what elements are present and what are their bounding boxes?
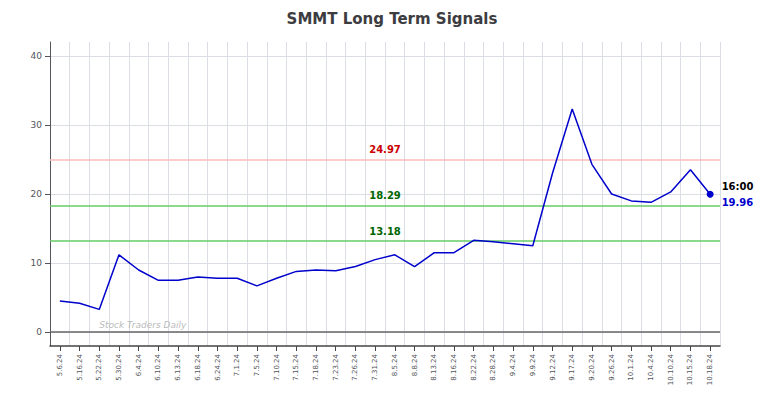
svg-text:7.15.24: 7.15.24 <box>292 353 300 380</box>
svg-text:8.28.24: 8.28.24 <box>489 353 497 380</box>
svg-text:9.12.24: 9.12.24 <box>549 353 557 380</box>
svg-text:Stock Traders Daily: Stock Traders Daily <box>99 320 187 330</box>
svg-text:6.10.24: 6.10.24 <box>154 353 162 380</box>
svg-text:20: 20 <box>31 189 43 199</box>
svg-text:8.16.24: 8.16.24 <box>450 353 458 380</box>
svg-text:5.6.24: 5.6.24 <box>56 353 64 376</box>
svg-text:6.4.24: 6.4.24 <box>135 353 143 376</box>
svg-text:8.5.24: 8.5.24 <box>391 353 399 376</box>
svg-text:13.18: 13.18 <box>369 226 401 237</box>
svg-text:6.24.24: 6.24.24 <box>214 353 222 380</box>
svg-text:8.8.24: 8.8.24 <box>411 353 419 376</box>
svg-text:10.4.24: 10.4.24 <box>647 353 655 380</box>
svg-text:7.1.24: 7.1.24 <box>233 353 241 376</box>
svg-text:7.5.24: 7.5.24 <box>253 353 261 376</box>
svg-text:30: 30 <box>31 120 43 130</box>
svg-text:40: 40 <box>31 51 43 61</box>
svg-text:SMMT Long Term Signals: SMMT Long Term Signals <box>287 10 498 28</box>
svg-text:10: 10 <box>31 258 43 268</box>
svg-text:19.96: 19.96 <box>722 197 754 208</box>
svg-text:9.17.24: 9.17.24 <box>568 353 576 380</box>
svg-text:7.10.24: 7.10.24 <box>273 353 281 380</box>
svg-text:6.18.24: 6.18.24 <box>194 353 202 380</box>
svg-text:7.23.24: 7.23.24 <box>332 353 340 380</box>
svg-text:8.22.24: 8.22.24 <box>470 353 478 380</box>
svg-text:10.18.24: 10.18.24 <box>706 353 714 385</box>
svg-text:24.97: 24.97 <box>369 144 401 155</box>
svg-text:0: 0 <box>36 327 42 337</box>
svg-text:5.30.24: 5.30.24 <box>115 353 123 380</box>
svg-text:7.26.24: 7.26.24 <box>351 353 359 380</box>
svg-text:16:00: 16:00 <box>722 181 754 192</box>
svg-text:10.15.24: 10.15.24 <box>686 353 694 385</box>
svg-text:10.1.24: 10.1.24 <box>627 353 635 380</box>
svg-text:10.10.24: 10.10.24 <box>667 353 675 385</box>
svg-text:7.31.24: 7.31.24 <box>371 353 379 380</box>
svg-text:6.13.24: 6.13.24 <box>174 353 182 380</box>
svg-text:5.22.24: 5.22.24 <box>95 353 103 380</box>
svg-text:9.20.24: 9.20.24 <box>588 353 596 380</box>
svg-text:9.9.24: 9.9.24 <box>529 353 537 376</box>
svg-text:18.29: 18.29 <box>369 190 401 201</box>
svg-text:9.26.24: 9.26.24 <box>608 353 616 380</box>
svg-text:8.13.24: 8.13.24 <box>430 353 438 380</box>
svg-text:7.18.24: 7.18.24 <box>312 353 320 380</box>
svg-text:9.4.24: 9.4.24 <box>509 353 517 376</box>
svg-text:5.16.24: 5.16.24 <box>76 353 84 380</box>
